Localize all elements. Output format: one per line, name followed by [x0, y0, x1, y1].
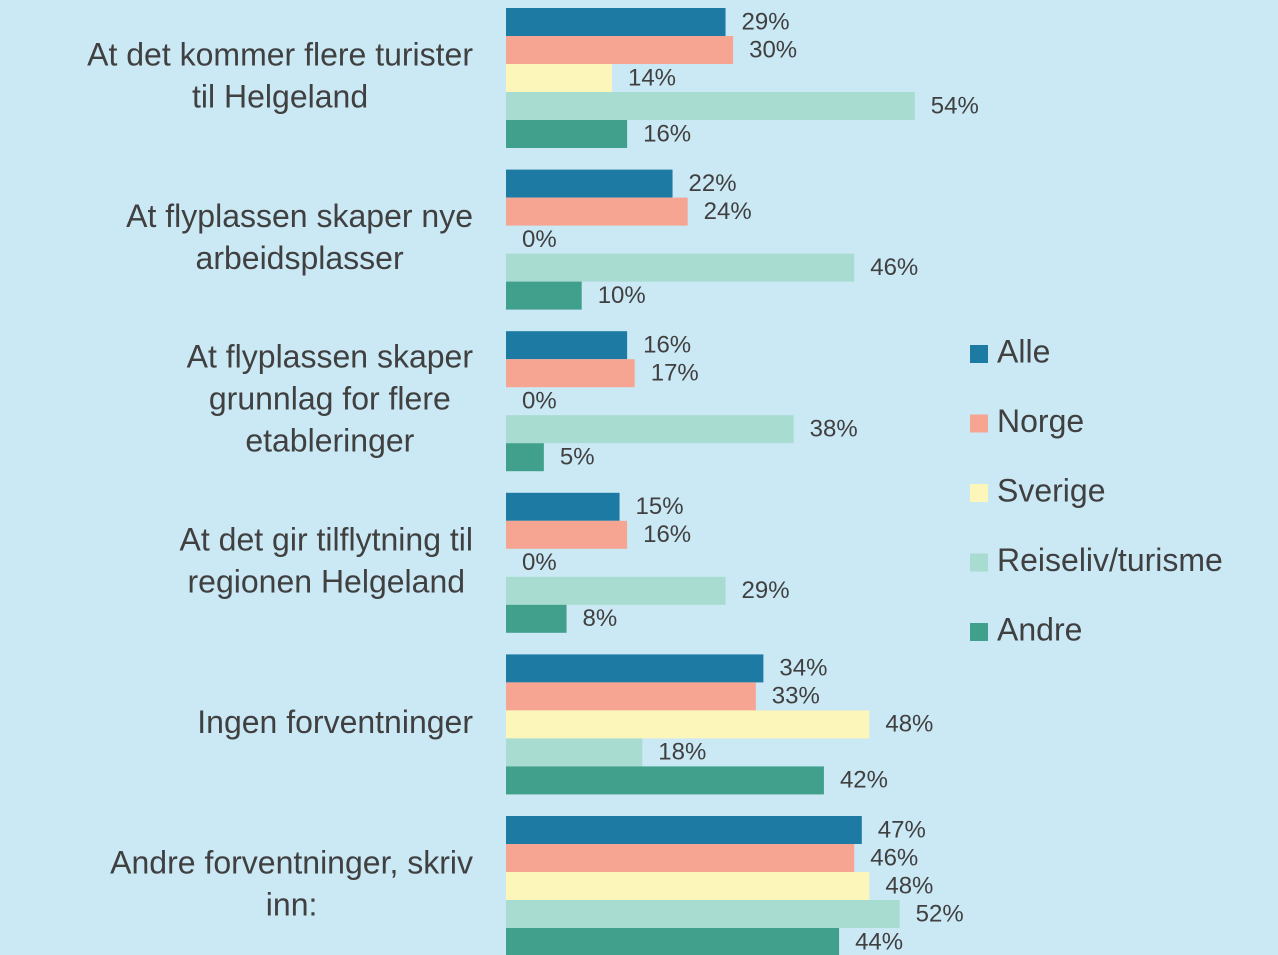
value-label: 42% — [840, 767, 888, 794]
bar — [506, 443, 544, 472]
value-label: 16% — [643, 120, 691, 147]
value-label: 29% — [742, 577, 790, 604]
bar — [506, 872, 870, 900]
legend-label: Norge — [997, 403, 1084, 439]
value-label: 22% — [689, 170, 737, 197]
value-label: 33% — [772, 683, 820, 710]
legend-swatch — [970, 345, 988, 363]
legend-label: Sverige — [997, 472, 1106, 508]
value-label: 48% — [885, 872, 933, 899]
value-label: 48% — [885, 711, 933, 738]
bar — [506, 64, 612, 92]
value-label: 10% — [598, 282, 646, 309]
legend-swatch — [970, 414, 988, 433]
bar — [506, 197, 688, 226]
value-label: 47% — [878, 816, 926, 843]
category-label: At flyplassen skaper nye — [126, 198, 473, 234]
bar — [506, 576, 726, 605]
value-label: 0% — [522, 549, 557, 576]
legend-label: Reiseliv/turisme — [997, 542, 1223, 578]
value-label: 5% — [560, 444, 595, 471]
value-label: 24% — [704, 198, 752, 225]
legend-label: Alle — [997, 333, 1050, 369]
bar — [506, 492, 620, 521]
value-label: 18% — [658, 739, 706, 766]
value-label: 38% — [810, 416, 858, 443]
bar — [506, 331, 628, 360]
category-label: At det gir tilflytning til — [180, 521, 473, 557]
legend-swatch — [970, 623, 988, 641]
bar — [506, 604, 567, 633]
bar — [506, 253, 855, 282]
value-label: 14% — [628, 64, 676, 91]
bar — [506, 8, 726, 36]
category-label: til Helgeland — [192, 78, 368, 114]
bar — [506, 710, 870, 739]
category-label: etableringer — [245, 423, 414, 459]
bar — [506, 36, 734, 64]
category-label: inn: — [266, 886, 318, 922]
value-label: 52% — [916, 900, 964, 927]
bar — [506, 900, 900, 928]
value-label: 30% — [749, 36, 797, 63]
category-label: At flyplassen skaper — [187, 339, 474, 375]
category-label: Ingen forventninger — [197, 704, 473, 740]
bar — [506, 738, 643, 767]
bar — [506, 120, 628, 148]
value-label: 15% — [636, 493, 684, 520]
category-label: At det kommer flere turister — [87, 36, 473, 72]
bar — [506, 92, 915, 120]
bar — [506, 844, 855, 872]
bar — [506, 520, 628, 549]
legend-swatch — [970, 553, 988, 572]
value-label: 29% — [742, 8, 790, 35]
bar — [506, 682, 756, 711]
category-label: Andre forventninger, skriv — [110, 844, 473, 880]
category-label: regionen Helgeland — [188, 563, 466, 599]
value-label: 0% — [522, 388, 557, 415]
bar — [506, 281, 582, 310]
value-label: 16% — [643, 521, 691, 548]
value-label: 17% — [651, 360, 699, 387]
bar — [506, 928, 840, 955]
bar — [506, 654, 764, 683]
bar — [506, 169, 673, 198]
value-label: 16% — [643, 332, 691, 359]
value-label: 46% — [870, 844, 918, 871]
legend-label: Andre — [997, 611, 1082, 647]
category-label: arbeidsplasser — [196, 240, 404, 276]
value-label: 54% — [931, 92, 979, 119]
bar — [506, 359, 635, 388]
value-label: 0% — [522, 226, 557, 253]
value-label: 34% — [779, 655, 827, 682]
category-label: grunnlag for flere — [209, 381, 451, 417]
legend-swatch — [970, 484, 988, 502]
value-label: 8% — [583, 605, 618, 632]
bar — [506, 816, 862, 844]
bar — [506, 766, 824, 795]
value-label: 46% — [870, 254, 918, 281]
value-label: 44% — [855, 928, 903, 955]
bar — [506, 415, 794, 444]
